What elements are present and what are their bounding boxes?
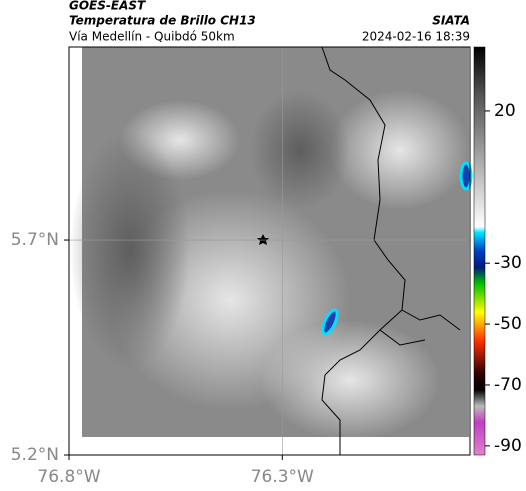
cloud xyxy=(330,90,470,210)
lon-tick-label: 76.8°W xyxy=(37,467,100,487)
lon-tick-label: 76.3°W xyxy=(251,467,314,487)
colorbar xyxy=(473,46,486,456)
region: Vía Medellín - Quibdó 50km xyxy=(69,30,235,44)
boundary xyxy=(379,329,426,346)
colorbar-tick-label: -50 xyxy=(494,314,522,334)
cold-cloud xyxy=(321,308,339,336)
cloud xyxy=(260,320,440,440)
colorbar-tick-label: -90 xyxy=(494,436,522,456)
header: GOES-EAST Temperatura de Brillo CH13 Vía… xyxy=(69,0,470,44)
lat-tick-label: 5.7°N xyxy=(11,230,59,250)
product: Temperatura de Brillo CH13 xyxy=(69,14,256,28)
location-marker xyxy=(257,234,269,245)
colorbar-tick-label: -70 xyxy=(494,375,522,395)
source: SIATA xyxy=(432,14,470,28)
colorbar-tick-label: -30 xyxy=(494,253,522,273)
dark-region xyxy=(70,130,190,370)
lat-tick-label: 5.2°N xyxy=(11,445,59,465)
boundary xyxy=(321,46,461,455)
map-frame xyxy=(68,46,471,456)
ticks: 76.8°W 76.3°W 5.7°N 5.2°N 20 -30 -50 -70 -90 xyxy=(11,101,522,487)
satellite-image xyxy=(70,46,473,455)
satellite: GOES-EAST xyxy=(69,0,146,13)
timestamp: 2024-02-16 18:39 xyxy=(362,30,470,44)
colorbar-tick-label: 20 xyxy=(494,101,516,121)
cold-cloud xyxy=(459,161,473,191)
dark-region xyxy=(250,90,350,210)
